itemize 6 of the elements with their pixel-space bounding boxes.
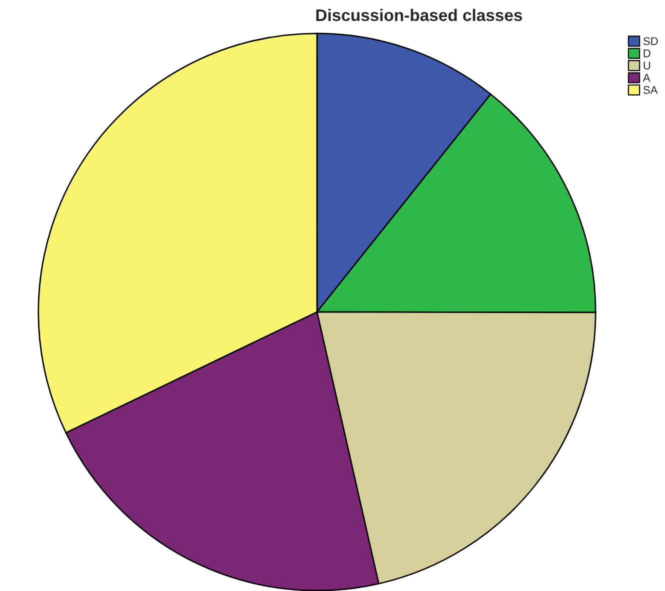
legend-label: A [642, 74, 650, 82]
legend-label: U [644, 62, 650, 70]
legend-label: D [644, 50, 650, 58]
chart-title: Discussion-based classes [316, 8, 522, 22]
legend-label: SD [643, 37, 658, 46]
legend-label: SA [643, 86, 658, 94]
